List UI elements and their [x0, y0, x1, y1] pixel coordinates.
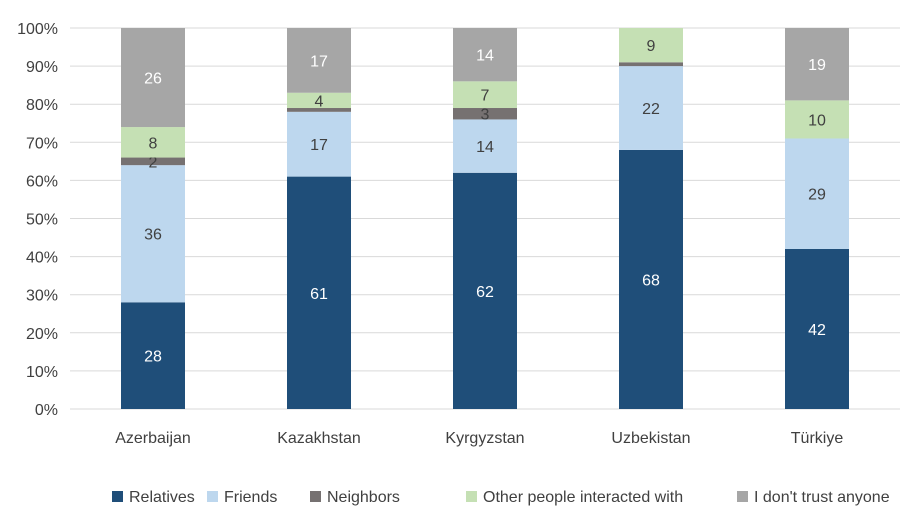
legend-label: Neighbors: [327, 489, 400, 506]
data-label: 9: [647, 38, 656, 55]
legend-item: Relatives: [112, 489, 195, 506]
data-label: 68: [642, 272, 660, 289]
data-label: 61: [310, 286, 328, 303]
bar-segment-neighbors: [121, 157, 185, 166]
bar-segment-other-people-interacted-with: [453, 81, 517, 109]
data-label: 22: [642, 101, 660, 118]
legend-item: Neighbors: [310, 489, 400, 506]
x-category-label: Türkiye: [791, 430, 844, 447]
legend-item: I don't trust anyone: [737, 489, 890, 506]
data-label: 26: [144, 71, 162, 88]
data-label: 2: [149, 154, 158, 171]
bar-segment-neighbors: [453, 108, 517, 120]
bar-stack-uzbekistan: 68 22 9: [619, 28, 683, 410]
bar-segment-friends: [287, 111, 351, 177]
x-category-label: Azerbaijan: [115, 430, 191, 447]
legend: Relatives Friends Neighbors Other people in…: [112, 489, 890, 506]
bar-segment-neighbors: [619, 62, 683, 67]
data-label: 14: [476, 48, 494, 65]
legend-item: Other people interacted with: [466, 489, 683, 506]
bar-segment-friends: [453, 119, 517, 173]
x-axis: Azerbaijan Kazakhstan Kyrgyzstan Uzbekistan…: [115, 430, 843, 447]
data-label: 17: [310, 137, 328, 154]
data-label: 4: [315, 93, 324, 110]
x-category-label: Uzbekistan: [611, 430, 690, 447]
bar-segment-i-don-t-trust-anyone: [785, 28, 849, 101]
data-label: 29: [808, 187, 826, 204]
x-category-label: Kyrgyzstan: [445, 430, 524, 447]
y-tick-label: 40%: [26, 250, 58, 267]
bar-segment-relatives: [785, 248, 849, 409]
bar-segment-relatives: [287, 176, 351, 409]
data-label: 17: [310, 53, 328, 70]
legend-item: Friends: [207, 489, 277, 506]
legend-swatch: [466, 491, 477, 502]
bar-segment-neighbors: [287, 108, 351, 112]
legend-label: I don't trust anyone: [754, 489, 890, 506]
legend-label: Other people interacted with: [483, 489, 683, 506]
bar-segment-relatives: [453, 172, 517, 409]
y-tick-label: 80%: [26, 97, 58, 114]
y-tick-label: 20%: [26, 326, 58, 343]
legend-swatch: [207, 491, 218, 502]
bar-segment-other-people-interacted-with: [619, 28, 683, 63]
y-tick-label: 50%: [26, 212, 58, 229]
y-tick-label: 100%: [17, 21, 58, 38]
bar-stack-türkiye: 42 29 10 19: [785, 28, 849, 409]
bar-stack-kyrgyzstan: 62 14 3 7 14: [453, 28, 517, 409]
y-tick-label: 90%: [26, 59, 58, 76]
y-tick-label: 30%: [26, 288, 58, 305]
bar-segment-i-don-t-trust-anyone: [287, 28, 351, 93]
data-label: 62: [476, 284, 494, 301]
data-label: 28: [144, 349, 162, 366]
data-label: 42: [808, 322, 826, 339]
data-label: 14: [476, 139, 494, 156]
x-category-label: Kazakhstan: [277, 430, 361, 447]
legend-label: Relatives: [129, 489, 195, 506]
bar-segment-friends: [121, 165, 185, 303]
y-tick-label: 70%: [26, 135, 58, 152]
legend-swatch: [310, 491, 321, 502]
bar-segment-other-people-interacted-with: [121, 127, 185, 158]
data-label: 10: [808, 112, 826, 129]
legend-swatch: [112, 491, 123, 502]
legend-label: Friends: [224, 489, 277, 506]
bar-segment-other-people-interacted-with: [785, 100, 849, 139]
bar-segment-i-don-t-trust-anyone: [453, 28, 517, 82]
y-tick-label: 60%: [26, 173, 58, 190]
data-label: 19: [808, 57, 826, 74]
data-label: 36: [144, 227, 162, 244]
legend-swatch: [737, 491, 748, 502]
bar-segment-relatives: [121, 302, 185, 409]
bar-segment-friends: [785, 138, 849, 249]
data-label: 8: [149, 135, 158, 152]
data-label: 7: [481, 88, 490, 105]
bar-segment-friends: [619, 66, 683, 150]
y-axis: 0% 10% 20% 30% 40% 50% 60% 70% 80% 90% 100%: [17, 21, 58, 419]
bar-segment-other-people-interacted-with: [287, 92, 351, 109]
data-label: 3: [481, 107, 490, 124]
bar-stack-kazakhstan: 61 17 4 17: [287, 28, 351, 409]
y-tick-label: 0%: [35, 402, 58, 419]
y-tick-label: 10%: [26, 364, 58, 381]
bar-segment-i-don-t-trust-anyone: [121, 28, 185, 128]
bar-segment-relatives: [619, 149, 683, 410]
